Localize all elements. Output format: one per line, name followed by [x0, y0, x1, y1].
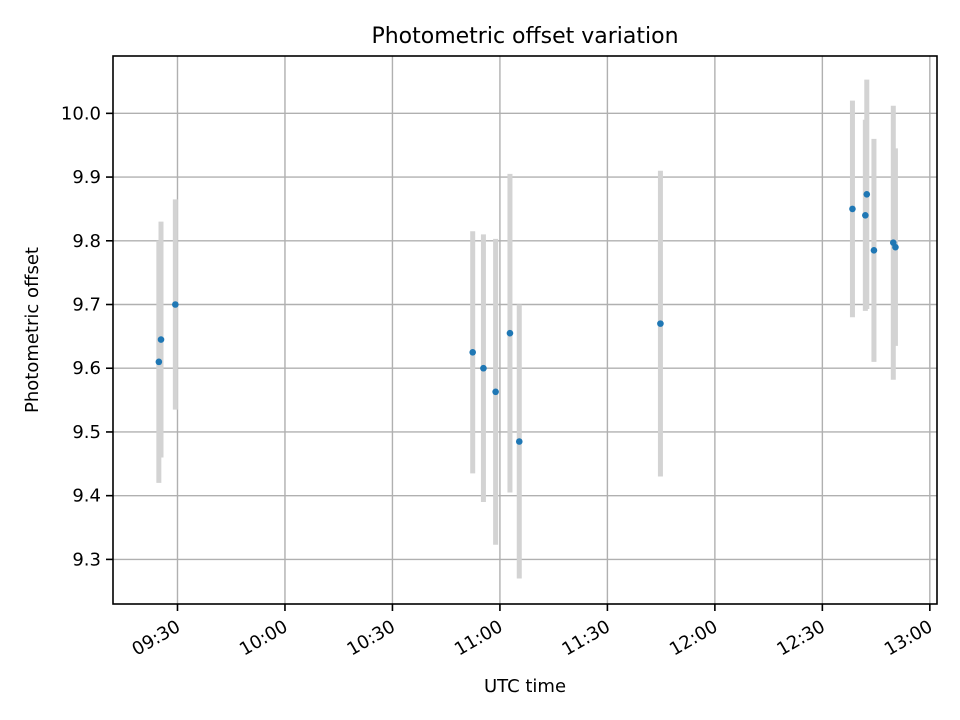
y-tick-label: 9.6 — [72, 358, 101, 379]
plot-frame — [112, 55, 938, 605]
chart-title: Photometric offset variation — [371, 24, 678, 49]
data-point — [657, 320, 664, 327]
y-tick-label: 9.9 — [72, 167, 101, 188]
data-point — [155, 358, 163, 366]
y-tick-label: 9.7 — [72, 295, 101, 316]
data-point — [863, 190, 871, 198]
y-tick-label: 9.5 — [72, 422, 101, 443]
data-point — [892, 243, 899, 251]
data-point — [515, 438, 523, 445]
data-points — [155, 190, 899, 445]
x-tick-label: 10:00 — [236, 616, 291, 660]
data-point — [849, 205, 856, 213]
x-tick-label: 11:00 — [451, 616, 506, 660]
y-tick-label: 10.0 — [61, 103, 101, 124]
data-point — [862, 212, 869, 219]
data-point — [480, 364, 487, 372]
x-tick-label: 10:30 — [344, 616, 399, 660]
data-point — [172, 301, 179, 308]
x-tick-label: 12:00 — [666, 616, 721, 660]
data-point — [506, 329, 514, 337]
x-axis-ticks: 09:30 10:00 10:30 11:00 11:30 12:00 12:30 13:00 — [129, 604, 936, 660]
data-point — [492, 388, 499, 396]
x-tick-label: 09:30 — [129, 616, 184, 660]
y-axis-ticks: 9.3 9.4 9.5 9.6 9.7 9.8 9.9 10.0 — [61, 103, 113, 570]
y-tick-label: 9.8 — [72, 231, 101, 252]
y-tick-label: 9.3 — [72, 549, 101, 570]
data-point — [469, 349, 476, 356]
x-axis-label: UTC time — [484, 676, 566, 697]
data-point — [157, 336, 165, 343]
x-tick-label: 12:30 — [773, 616, 828, 660]
error-bars — [156, 79, 898, 579]
data-point — [870, 247, 878, 254]
x-tick-label: 11:30 — [558, 616, 613, 660]
y-axis-label: Photometric offset — [22, 247, 43, 413]
x-tick-label: 13:00 — [881, 616, 936, 660]
y-tick-label: 9.4 — [72, 486, 101, 507]
grid — [113, 56, 937, 604]
